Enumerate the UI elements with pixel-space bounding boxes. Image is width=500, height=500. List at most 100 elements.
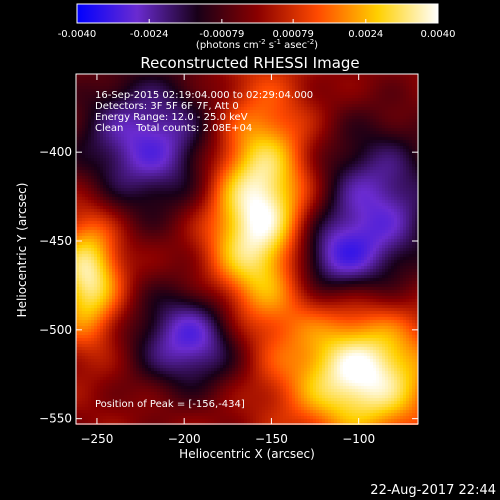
heatmap-cell — [88, 374, 91, 377]
heatmap-cell — [181, 263, 184, 266]
heatmap-cell — [139, 224, 142, 227]
heatmap-cell — [154, 365, 157, 368]
heatmap-cell — [160, 371, 163, 374]
heatmap-cell — [196, 119, 199, 122]
heatmap-cell — [181, 107, 184, 110]
heatmap-cell — [172, 344, 175, 347]
heatmap-cell — [103, 341, 106, 344]
heatmap-cell — [163, 209, 166, 212]
heatmap-cell — [79, 344, 82, 347]
heatmap-cell — [97, 398, 100, 401]
heatmap-cell — [142, 368, 145, 371]
heatmap-cell — [91, 329, 94, 332]
heatmap-cell — [133, 395, 136, 398]
heatmap-cell — [178, 176, 181, 179]
heatmap-cell — [157, 137, 160, 140]
heatmap-cell — [184, 137, 187, 140]
heatmap-cell — [163, 275, 166, 278]
heatmap-cell — [178, 386, 181, 389]
heatmap-cell — [94, 77, 97, 80]
heatmap-cell — [181, 368, 184, 371]
heatmap-cell — [142, 170, 145, 173]
heatmap-cell — [169, 395, 172, 398]
heatmap-cell — [133, 224, 136, 227]
heatmap-cell — [148, 113, 151, 116]
heatmap-cell — [172, 110, 175, 113]
heatmap-cell — [97, 77, 100, 80]
heatmap-cell — [127, 290, 130, 293]
heatmap-cell — [109, 350, 112, 353]
heatmap-cell — [202, 179, 205, 182]
heatmap-cell — [139, 374, 142, 377]
heatmap-cell — [193, 179, 196, 182]
heatmap-cell — [118, 299, 121, 302]
heatmap-cell — [100, 116, 103, 119]
heatmap-cell — [109, 254, 112, 257]
heatmap-cell — [184, 98, 187, 101]
heatmap-cell — [124, 347, 127, 350]
heatmap-cell — [76, 359, 79, 362]
heatmap-cell — [115, 287, 118, 290]
heatmap-cell — [187, 359, 190, 362]
heatmap-cell — [154, 413, 157, 416]
heatmap-cell — [124, 338, 127, 341]
heatmap-cell — [187, 293, 190, 296]
heatmap-cell — [190, 203, 193, 206]
heatmap-cell — [112, 200, 115, 203]
heatmap-cell — [163, 89, 166, 92]
heatmap-cell — [88, 269, 91, 272]
heatmap-cell — [172, 125, 175, 128]
heatmap-cell — [130, 302, 133, 305]
heatmap-cell — [91, 338, 94, 341]
heatmap-cell — [190, 239, 193, 242]
heatmap-cell — [100, 272, 103, 275]
heatmap-cell — [121, 212, 124, 215]
heatmap-cell — [100, 173, 103, 176]
heatmap-cell — [133, 323, 136, 326]
heatmap-cell — [166, 137, 169, 140]
heatmap-cell — [169, 95, 172, 98]
heatmap-cell — [202, 242, 205, 245]
heatmap-cell — [172, 134, 175, 137]
heatmap-cell — [88, 323, 91, 326]
heatmap-cell — [100, 362, 103, 365]
heatmap-cell — [178, 356, 181, 359]
heatmap-cell — [121, 359, 124, 362]
heatmap-cell — [91, 311, 94, 314]
heatmap-cell — [193, 224, 196, 227]
heatmap-cell — [136, 200, 139, 203]
heatmap-cell — [178, 182, 181, 185]
heatmap-cell — [94, 83, 97, 86]
heatmap-cell — [112, 245, 115, 248]
heatmap-cell — [178, 359, 181, 362]
heatmap-cell — [133, 296, 136, 299]
heatmap-cell — [124, 332, 127, 335]
heatmap-cell — [136, 350, 139, 353]
heatmap-cell — [112, 317, 115, 320]
heatmap-cell — [190, 311, 193, 314]
heatmap-cell — [133, 368, 136, 371]
heatmap-cell — [178, 326, 181, 329]
heatmap-cell — [160, 383, 163, 386]
heatmap-cell — [109, 386, 112, 389]
heatmap-cell — [199, 374, 202, 377]
heatmap-cell — [163, 188, 166, 191]
heatmap-cell — [88, 80, 91, 83]
heatmap-cell — [106, 275, 109, 278]
heatmap-cell — [121, 149, 124, 152]
heatmap-cell — [157, 371, 160, 374]
heatmap-cell — [79, 419, 82, 422]
heatmap-cell — [115, 368, 118, 371]
heatmap-cell — [136, 74, 139, 77]
heatmap-cell — [79, 272, 82, 275]
heatmap-cell — [184, 134, 187, 137]
heatmap-cell — [97, 365, 100, 368]
heatmap-cell — [199, 167, 202, 170]
heatmap-cell — [169, 386, 172, 389]
heatmap-cell — [136, 284, 139, 287]
heatmap-cell — [118, 248, 121, 251]
heatmap-cell — [79, 242, 82, 245]
heatmap-cell — [121, 74, 124, 77]
heatmap-cell — [91, 116, 94, 119]
heatmap-cell — [85, 377, 88, 380]
